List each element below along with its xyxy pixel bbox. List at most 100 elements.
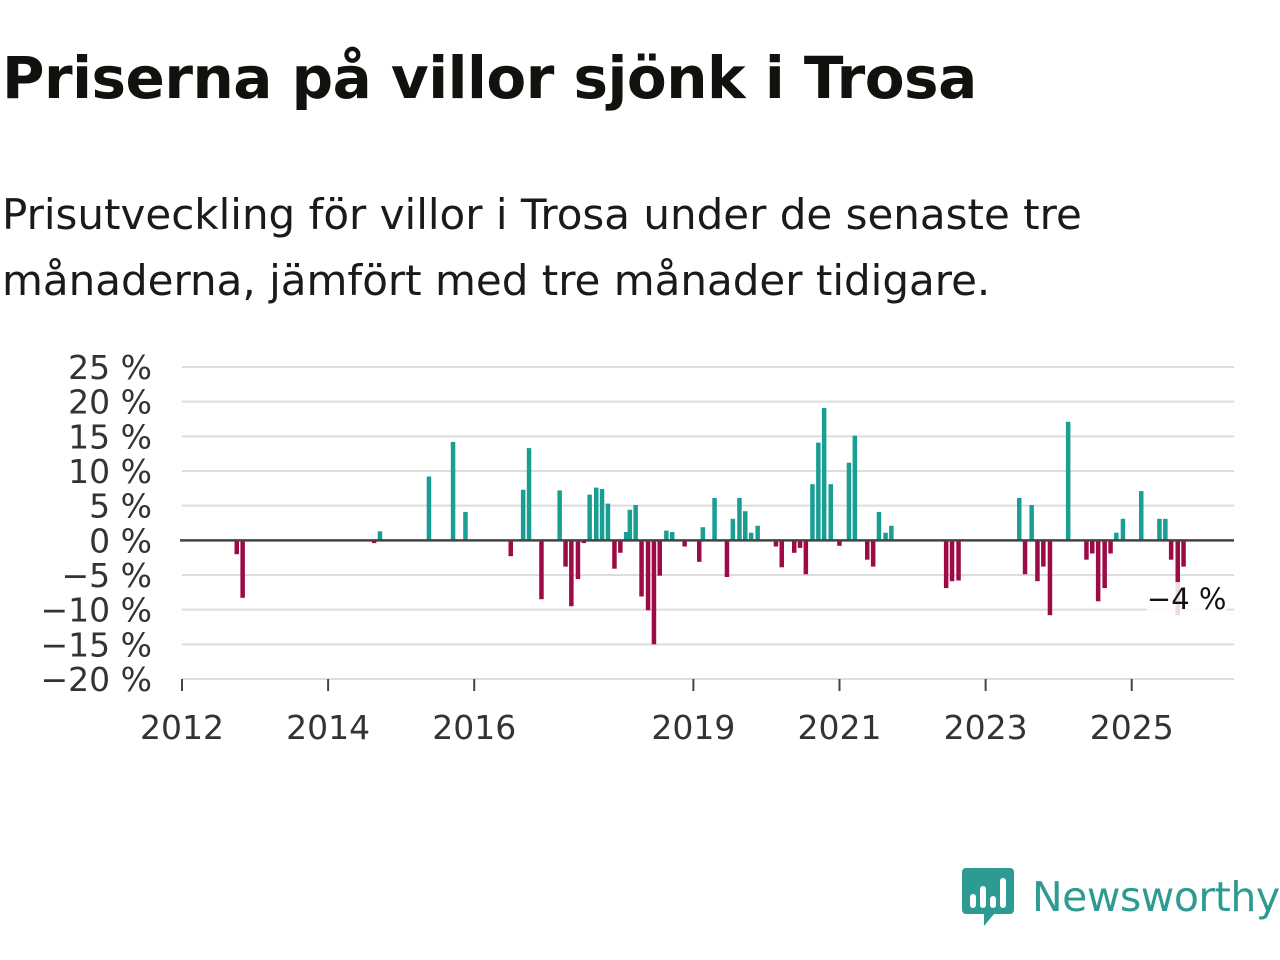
brand-logo: Newsworthy <box>962 862 1280 932</box>
bar <box>682 540 687 547</box>
bar <box>755 525 760 541</box>
bar <box>1035 540 1040 582</box>
bar <box>645 540 651 611</box>
bar <box>743 511 748 541</box>
x-tick-label: 2025 <box>1090 708 1174 747</box>
y-tick-label: 25 % <box>68 348 152 387</box>
bar <box>876 511 882 541</box>
bar <box>1041 540 1046 567</box>
bar <box>612 540 617 569</box>
bar <box>605 503 611 541</box>
bar <box>1047 540 1053 616</box>
bar <box>557 490 562 541</box>
bar <box>870 540 876 567</box>
bar <box>599 489 605 541</box>
bar <box>1163 518 1168 541</box>
bar <box>1181 540 1186 567</box>
x-axis: 2012 2014 2016 2019 2021 2023 2025 <box>140 539 1234 747</box>
bar <box>943 540 949 589</box>
bar <box>803 540 809 575</box>
bar <box>837 540 842 546</box>
y-tick-label: 0 % <box>89 521 152 560</box>
x-tick-label: 2023 <box>944 708 1028 747</box>
annotation-label: −4 % <box>1147 582 1227 616</box>
bar <box>700 527 706 541</box>
y-tick-label: 15 % <box>68 417 152 456</box>
bar <box>1139 491 1144 541</box>
bar <box>651 540 657 645</box>
y-axis-labels: 25 %20 %15 %10 %5 %0 %−5 %−10 %−15 %−20 … <box>41 348 153 699</box>
bar <box>563 540 568 567</box>
bar <box>1090 540 1095 554</box>
bar <box>949 540 955 582</box>
y-tick-label: −15 % <box>41 625 153 664</box>
bar <box>816 442 821 541</box>
bar <box>526 448 532 541</box>
bar <box>1022 540 1028 575</box>
bar <box>1084 540 1089 560</box>
x-tick-label: 2016 <box>432 708 516 747</box>
bar <box>575 540 581 580</box>
bar <box>670 532 675 541</box>
bar <box>627 509 633 541</box>
y-tick-label: 10 % <box>68 452 152 491</box>
brand-name: Newsworthy <box>1032 873 1280 921</box>
bar <box>569 540 574 607</box>
y-tick-label: −10 % <box>41 591 153 630</box>
bar <box>1175 540 1180 616</box>
bar <box>1029 505 1034 541</box>
bar <box>426 476 432 541</box>
chart-subtitle: Prisutveckling för villor i Trosa under … <box>2 190 1082 305</box>
x-tick-label: 2021 <box>798 708 882 747</box>
bar <box>240 540 245 598</box>
bar <box>1114 532 1119 541</box>
bar <box>821 407 827 541</box>
bar <box>664 530 669 541</box>
bar <box>865 540 870 560</box>
y-tick-label: −5 % <box>62 556 153 595</box>
bar <box>697 540 702 562</box>
bar <box>1065 421 1071 541</box>
bar <box>779 540 784 568</box>
bar <box>450 441 456 541</box>
y-tick-label: 20 % <box>68 383 152 422</box>
bar <box>828 484 833 541</box>
x-tick-label: 2012 <box>140 708 224 747</box>
bar <box>539 540 544 600</box>
bar <box>737 498 742 541</box>
bar <box>773 540 779 547</box>
bar <box>463 511 468 541</box>
bar <box>508 540 513 557</box>
bar-chart: 25 %20 %15 %10 %5 %0 %−5 %−10 %−15 %−20 … <box>41 348 1234 747</box>
bar <box>1157 518 1162 541</box>
y-tick-label: −20 % <box>41 660 153 699</box>
bar <box>712 498 717 541</box>
bar <box>748 532 754 541</box>
bar <box>639 540 644 597</box>
bar <box>587 494 592 541</box>
bar <box>1168 540 1174 560</box>
bar <box>889 525 894 541</box>
bar <box>1120 518 1126 541</box>
bar <box>520 489 526 541</box>
bar <box>633 505 638 541</box>
annotation-backdrop <box>1146 582 1227 619</box>
bars <box>234 407 1186 645</box>
bar <box>846 462 852 541</box>
bar <box>1108 540 1113 554</box>
bar <box>730 518 736 541</box>
bar <box>1095 540 1101 602</box>
bar <box>623 532 629 541</box>
annotation: −4 % <box>1146 582 1227 619</box>
bar <box>618 540 623 553</box>
bar <box>797 540 803 548</box>
bar <box>1102 540 1107 589</box>
bar <box>852 435 858 541</box>
bar <box>792 540 797 553</box>
gridlines <box>182 366 1234 680</box>
chart-title: Priserna på villor sjönk i Trosa <box>2 44 977 112</box>
bar <box>1017 498 1022 541</box>
newsworthy-chart-bubble-icon <box>962 868 1014 926</box>
bar <box>724 540 730 577</box>
bar <box>234 540 239 555</box>
